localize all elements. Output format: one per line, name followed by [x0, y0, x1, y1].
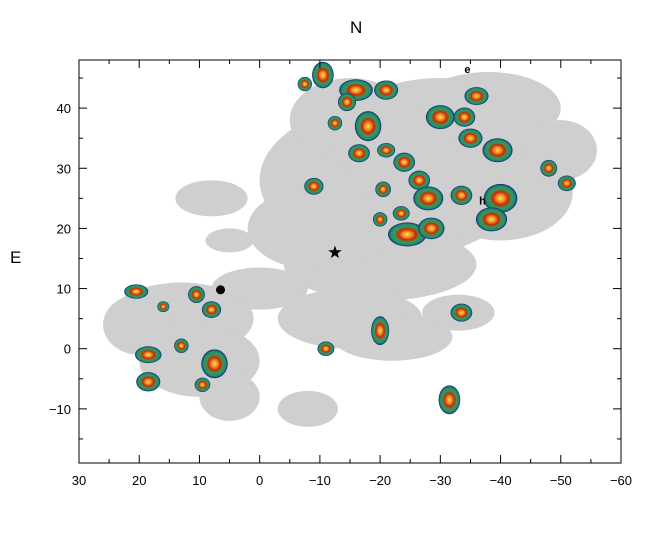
background-region [175, 180, 248, 217]
source-blob [540, 159, 558, 177]
source-blob [157, 301, 170, 313]
source-blob [374, 80, 399, 100]
background-region [199, 372, 260, 421]
source-blob [387, 222, 427, 247]
source-blob [450, 185, 473, 205]
source-blob [124, 284, 149, 299]
source-blob [348, 144, 370, 163]
background-emission-layer [103, 72, 597, 427]
marker-layer [216, 245, 342, 295]
source-blob [372, 212, 388, 227]
source-blob [453, 107, 476, 127]
source-blob [458, 128, 483, 148]
source-blob [135, 346, 162, 364]
y-tick-label: 30 [57, 161, 71, 176]
source-blob [418, 217, 445, 240]
x-tick-label: 30 [72, 473, 86, 488]
source-blob [312, 61, 334, 89]
source-blob [482, 138, 513, 163]
x-tick-label: −60 [610, 473, 632, 488]
source-blob [194, 377, 211, 393]
annotation-layer: eh [464, 64, 486, 207]
x-tick-label: −50 [550, 473, 572, 488]
background-region [247, 186, 393, 271]
source-blob [413, 186, 444, 211]
source-blob [393, 152, 416, 172]
background-region [416, 72, 561, 145]
source-blob [297, 76, 313, 92]
dot-marker [216, 285, 226, 295]
source-blob [188, 286, 205, 304]
y-axis-label: E [10, 248, 22, 267]
chart-title: N [350, 18, 363, 37]
source-blob [557, 175, 576, 192]
background-region [205, 228, 254, 253]
tick-layer: 30 20 10 0 −10 −20 −30 −40 −50 −60 −10 0 10 20 30 40 [49, 60, 632, 488]
x-tick-label: −40 [490, 473, 512, 488]
background-region [524, 120, 597, 181]
x-tick-label: 0 [256, 473, 263, 488]
annotation-label: h [479, 195, 486, 207]
y-tick-label: 0 [64, 342, 71, 357]
x-tick-label: −20 [369, 473, 391, 488]
x-tick-label: −30 [429, 473, 451, 488]
source-blob [317, 341, 335, 356]
source-blob [304, 177, 324, 195]
x-tick-label: −10 [309, 473, 331, 488]
source-blob [375, 181, 391, 198]
background-region [103, 294, 176, 355]
source-blob [371, 316, 390, 346]
y-tick-label: −10 [49, 402, 71, 417]
source-blob [408, 170, 431, 190]
y-tick-label: 40 [57, 101, 71, 116]
source-blob [174, 338, 189, 353]
source-blob [392, 206, 410, 221]
source-blob [438, 385, 461, 415]
source-blob [201, 301, 222, 319]
x-tick-label: 10 [192, 473, 206, 488]
source-blob [201, 349, 228, 379]
x-tick-label: 20 [132, 473, 146, 488]
source-blob [136, 372, 161, 392]
source-blob [354, 111, 382, 142]
source-blob [337, 93, 357, 112]
source-blob [425, 105, 455, 130]
source-blob [327, 115, 343, 131]
source-blob [377, 143, 396, 158]
source-blob [450, 303, 473, 322]
background-region [277, 390, 338, 427]
star-marker [328, 245, 342, 259]
y-tick-label: 10 [57, 282, 71, 297]
source-blob [483, 183, 518, 213]
source-blob-layer [124, 61, 576, 415]
background-region [331, 312, 453, 361]
annotation-label: e [464, 64, 470, 76]
source-blob [464, 87, 489, 106]
y-tick-label: 20 [57, 221, 71, 236]
source-blob [475, 207, 508, 232]
